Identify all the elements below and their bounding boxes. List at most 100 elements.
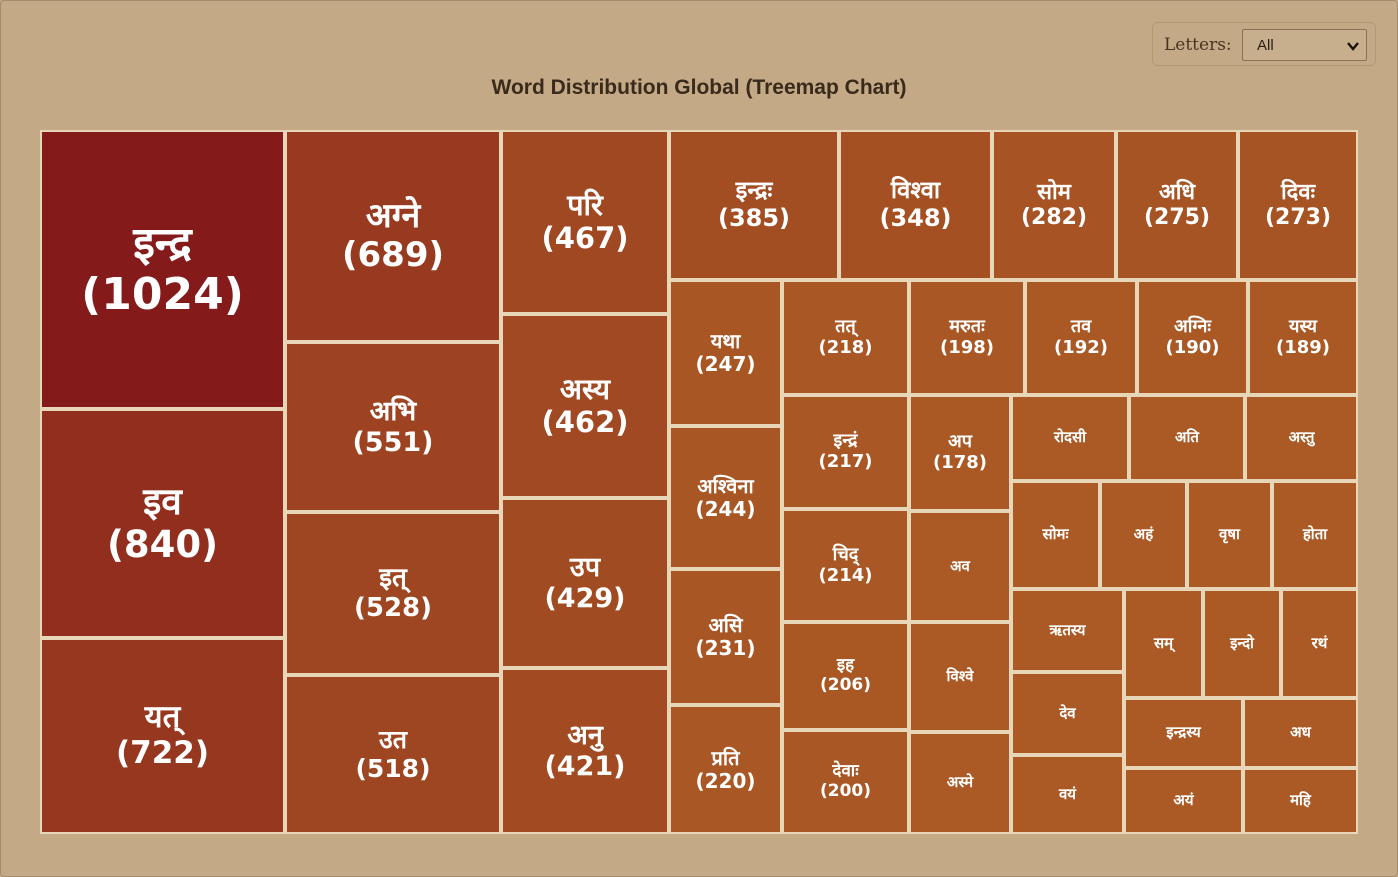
cell-value: (190) [1165, 336, 1220, 358]
cell-label: वृषा [1219, 525, 1240, 544]
cell-label: महि [1290, 791, 1311, 810]
cell-value: (244) [695, 496, 756, 521]
cell-value: (189) [1275, 336, 1331, 358]
cell-value: (421) [544, 751, 626, 782]
cell-label: तव [1070, 315, 1092, 337]
cell-label: यथा [710, 329, 741, 353]
cell-value: (192) [1053, 336, 1109, 358]
treemap-cell[interactable]: यथा (247) [669, 280, 782, 426]
treemap-cell[interactable]: अयं [1124, 768, 1243, 834]
cell-value: (385) [717, 204, 791, 232]
treemap-cell[interactable]: अति [1129, 395, 1245, 481]
cell-label: अति [1175, 428, 1199, 447]
treemap-cell[interactable]: अस्य (462) [501, 314, 669, 498]
treemap-cell[interactable]: इह (206) [782, 622, 909, 730]
cell-label: यत् [144, 699, 181, 736]
treemap-cell[interactable]: यस्य (189) [1248, 280, 1358, 395]
cell-value: (462) [541, 405, 629, 439]
treemap-cell[interactable]: इन्द्रस्य [1124, 698, 1243, 768]
treemap-cell[interactable]: महि [1243, 768, 1358, 834]
cell-label: इन्द्रः [735, 176, 773, 205]
cell-label: सम् [1153, 633, 1174, 652]
treemap-cell[interactable]: इन्द्रं (217) [782, 395, 909, 509]
cell-label: तत् [835, 315, 856, 337]
cell-label: अस्य [559, 371, 611, 406]
cell-value: (429) [544, 583, 626, 614]
cell-label: प्रति [711, 745, 740, 770]
cell-label: अप [948, 431, 972, 453]
treemap-cell[interactable]: यत् (722) [40, 638, 285, 834]
cell-value: (1024) [81, 268, 244, 320]
cell-value: (220) [695, 768, 756, 793]
treemap-cell[interactable]: चिद् (214) [782, 509, 909, 622]
cell-label: देव [1059, 703, 1076, 722]
treemap-cell[interactable]: परि (467) [501, 130, 669, 314]
cell-label: इन्द्रस्य [1166, 723, 1201, 742]
treemap-cell[interactable]: वृषा [1187, 481, 1272, 589]
cell-value: (217) [818, 451, 873, 472]
treemap-cell[interactable]: दिवः (273) [1238, 130, 1358, 280]
cell-value: (178) [932, 452, 988, 473]
cell-label: उप [569, 551, 601, 583]
treemap-cell[interactable]: सोम (282) [992, 130, 1116, 280]
treemap-cell[interactable]: अग्निः (190) [1137, 280, 1248, 395]
treemap-cell[interactable]: रथं [1281, 589, 1358, 698]
cell-label: इन्दो [1230, 633, 1254, 652]
treemap-cell[interactable]: अनु (421) [501, 668, 669, 834]
treemap-cell[interactable]: होता [1272, 481, 1358, 589]
cell-label: अभि [369, 395, 417, 427]
cell-label: अहं [1133, 525, 1154, 544]
treemap-cell[interactable]: देव [1011, 672, 1124, 755]
treemap-cell[interactable]: असि (231) [669, 569, 782, 705]
cell-value: (218) [818, 336, 873, 358]
treemap-cell[interactable]: उप (429) [501, 498, 669, 668]
treemap-cell[interactable]: सोमः [1011, 481, 1100, 589]
treemap-cell[interactable]: वयं [1011, 755, 1124, 834]
treemap-cell[interactable]: अहं [1100, 481, 1187, 589]
treemap-cell[interactable]: मरुतः (198) [909, 280, 1025, 395]
treemap-cell[interactable]: अग्ने (689) [285, 130, 501, 342]
cell-value: (247) [695, 352, 756, 376]
treemap-cell[interactable]: तव (192) [1025, 280, 1137, 395]
cell-label: असि [708, 613, 743, 637]
treemap-cell[interactable]: सम् [1124, 589, 1203, 698]
cell-value: (275) [1143, 205, 1211, 230]
treemap-cell[interactable]: अव [909, 511, 1011, 622]
treemap-cell[interactable]: इत् (528) [285, 512, 501, 675]
treemap-cell[interactable]: अध [1243, 698, 1358, 768]
cell-label: अस्मे [946, 773, 974, 792]
treemap-cell[interactable]: रोदसी [1011, 395, 1129, 481]
treemap-cell[interactable]: तत् (218) [782, 280, 909, 395]
letters-select[interactable]: All [1242, 29, 1367, 61]
cell-value: (551) [352, 427, 434, 458]
treemap-cell[interactable]: विश्वा (348) [839, 130, 992, 280]
treemap-cell[interactable]: ऋतस्य [1011, 589, 1124, 672]
treemap-cell[interactable]: विश्वे [909, 622, 1011, 732]
cell-label: इत् [379, 562, 407, 593]
treemap-cell[interactable]: इन्दो [1203, 589, 1281, 698]
cell-label: यस्य [1289, 315, 1317, 337]
treemap-cell[interactable]: इन्द्रः (385) [669, 130, 839, 280]
letters-label: Letters: [1164, 35, 1232, 55]
treemap-cell[interactable]: अभि (551) [285, 342, 501, 512]
cell-label: सोमः [1042, 525, 1069, 544]
treemap-cell[interactable]: प्रति (220) [669, 705, 782, 834]
treemap-cell[interactable]: अस्मे [909, 732, 1011, 834]
treemap-cell[interactable]: अधि (275) [1116, 130, 1238, 280]
cell-label: रथं [1311, 633, 1328, 652]
cell-label: उत [379, 724, 407, 754]
cell-label: सोम [1037, 179, 1071, 205]
treemap-cell[interactable]: उत (518) [285, 675, 501, 834]
treemap-cell[interactable]: इन्द्र (1024) [40, 130, 285, 409]
treemap-cell[interactable]: अस्तु [1245, 395, 1358, 481]
cell-value: (214) [818, 564, 873, 586]
treemap-cell[interactable]: अश्विना (244) [669, 426, 782, 569]
cell-value: (282) [1020, 205, 1088, 230]
treemap-cell[interactable]: इव (840) [40, 409, 285, 638]
treemap-cell[interactable]: देवाः (200) [782, 730, 909, 834]
treemap-cell[interactable]: अप (178) [909, 395, 1011, 511]
cell-label: रोदसी [1053, 428, 1086, 447]
cell-label: दिवः [1280, 179, 1316, 205]
cell-label: अश्विना [697, 473, 754, 498]
